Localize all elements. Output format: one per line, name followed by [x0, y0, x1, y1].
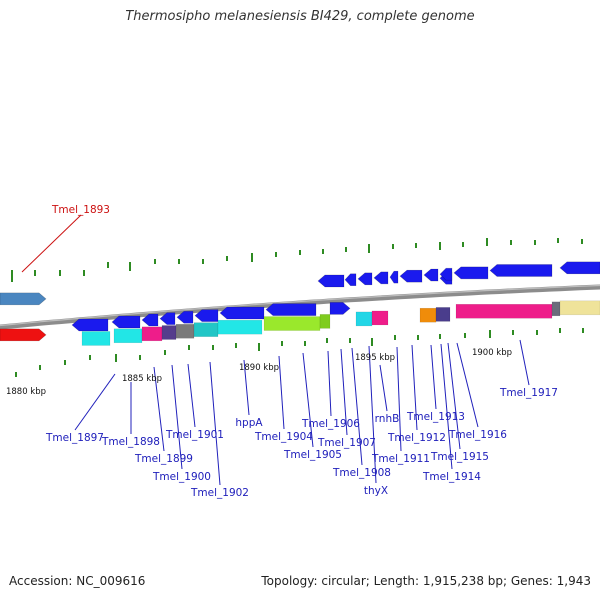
- leader-tmel-1914: [440, 343, 453, 470]
- map-title: Thermosipho melanesiensis BI429, complet…: [125, 9, 475, 24]
- gene-arrow-lower-hppa: [329, 302, 351, 315]
- backbone-curve: [0, 284, 600, 330]
- leader-tmel-1906: [327, 350, 332, 417]
- leader-tmel-1899: [153, 366, 165, 452]
- cog-block-5: [193, 322, 219, 337]
- leader-tmel-1907: [340, 348, 348, 436]
- cog-block-3: [161, 325, 177, 340]
- leader-thyx: [368, 345, 377, 484]
- cog-block-10: [371, 310, 389, 326]
- backbone-highlight: [0, 284, 600, 327]
- gene-label-tmel-1893: Tmel_1893: [51, 204, 110, 216]
- gene-arrow-upper-3: [373, 271, 389, 285]
- gene-arrow-upper-9: [489, 264, 553, 277]
- gene-label-tmel-1905: Tmel_1905: [283, 449, 342, 461]
- gene-arrow-upper-6: [423, 268, 439, 282]
- gene-arrow-lower-1: [111, 315, 141, 329]
- gene-label-tmel-1914: Tmel_1914: [422, 471, 481, 483]
- gene-label-tmel-1900: Tmel_1900: [152, 471, 211, 483]
- gene-arrow-lower-7: [265, 303, 317, 316]
- gene-label-tmel-1913: Tmel_1913: [406, 411, 465, 423]
- gene-label-tmel-1906: Tmel_1906: [301, 418, 360, 430]
- scale-label-1: 1880 kbp: [6, 387, 46, 397]
- cog-block-11: [419, 307, 437, 323]
- leader-tmel-1897: [74, 373, 116, 431]
- leader-tmel-1913: [430, 344, 437, 410]
- gene-label-tmel-1898: Tmel_1898: [101, 436, 160, 448]
- leader-tmel-1912: [411, 344, 418, 431]
- scale-label-5: 1900 kbp: [472, 348, 512, 358]
- gene-arrow-upper-0: [317, 274, 345, 288]
- gene-arrow-upper-5: [399, 269, 423, 283]
- gene-label-tmel-1908: Tmel_1908: [332, 467, 391, 479]
- gene-label-tmel-1902: Tmel_1902: [190, 487, 249, 499]
- gene-label-tmel-1916: Tmel_1916: [448, 429, 507, 441]
- accession-text: Accession: NC_009616: [9, 574, 146, 588]
- gene-label-tmel-1912: Tmel_1912: [387, 432, 446, 444]
- gene-track: [0, 261, 600, 342]
- leader-tmel-1916: [456, 342, 479, 428]
- cog-block-1: [113, 328, 143, 344]
- cog-block-2: [141, 326, 163, 342]
- gene-arrow-upper-7: [439, 267, 453, 281]
- gene-label-tmel-1904: Tmel_1904: [254, 431, 313, 443]
- gene-label-tmel-1907: Tmel_1907: [317, 437, 376, 449]
- gene-arrow-upper-8: [453, 266, 489, 280]
- scale-label-2: 1885 kbp: [122, 374, 162, 384]
- gene-arrow-lower-2: [141, 313, 159, 327]
- leader-tmel-1911: [396, 346, 402, 452]
- gene-label-tmel-1899: Tmel_1899: [134, 453, 193, 465]
- leader-tmel-1905: [302, 352, 314, 448]
- gene-arrow-lower-4: [176, 310, 194, 324]
- gene-arrow-lower-3: [159, 312, 176, 325]
- gene-tmel-1893-reverse: [0, 328, 47, 342]
- cog-block-4: [175, 324, 195, 339]
- gene-label-tmel-1917: Tmel_1917: [499, 387, 558, 399]
- label-leaders: [21, 214, 530, 486]
- scale-labels: 1880 kbp 1885 kbp 1890 kbp 1895 kbp 1900 kbp: [6, 348, 512, 397]
- gene-label-tmel-1897: Tmel_1897: [45, 432, 104, 444]
- cog-block-0: [81, 331, 111, 346]
- cog-block-7: [263, 316, 321, 331]
- scale-label-4: 1895 kbp: [355, 353, 395, 363]
- cog-block-9: [355, 311, 373, 327]
- leader-tmel-1900: [171, 364, 183, 470]
- gene-label-rnhb: rnhB: [375, 413, 400, 425]
- cog-block-6: [217, 319, 263, 335]
- gene-label-thyx: thyX: [364, 485, 388, 497]
- gene-arrow-upper-10: [559, 261, 600, 275]
- leader-rnhb: [379, 364, 388, 412]
- leader-tmel-1902: [209, 361, 221, 486]
- gene-arrow-lower-6: [219, 306, 265, 320]
- cog-block-15: [559, 300, 600, 316]
- cog-block-13: [455, 304, 553, 319]
- gene-label-hppa: hppA: [235, 417, 263, 429]
- gene-arrow-lower-5: [194, 309, 219, 322]
- leader-tmel-1917: [519, 339, 530, 386]
- gene-tmel-1893-forward: [0, 292, 47, 306]
- gene-arrow-upper-1: [344, 273, 357, 287]
- gene-label-tmel-1915: Tmel_1915: [430, 451, 489, 463]
- gene-arrow-upper-4: [389, 270, 399, 284]
- cog-block-8: [319, 314, 331, 329]
- backbone: [0, 284, 600, 330]
- leader-tmel-1901: [187, 363, 196, 428]
- cog-track: [81, 300, 600, 346]
- scale-label-3: 1890 kbp: [239, 363, 279, 373]
- genome-summary-text: Topology: circular; Length: 1,915,238 bp…: [261, 574, 591, 588]
- leader-hppa: [243, 359, 250, 416]
- gene-arrow-lower-0: [71, 318, 109, 332]
- cog-block-14: [551, 301, 561, 317]
- leader-tmel-1915: [447, 342, 461, 450]
- cog-block-12: [435, 307, 451, 322]
- leader-tmel-1908: [351, 347, 363, 466]
- gene-arrow-upper-2: [357, 272, 373, 286]
- leader-tmel-1893: [21, 214, 82, 273]
- gene-label-tmel-1901: Tmel_1901: [165, 429, 224, 441]
- gene-label-tmel-1911: Tmel_1911: [371, 453, 430, 465]
- tick-track: [11, 238, 584, 377]
- leader-tmel-1904: [278, 355, 285, 430]
